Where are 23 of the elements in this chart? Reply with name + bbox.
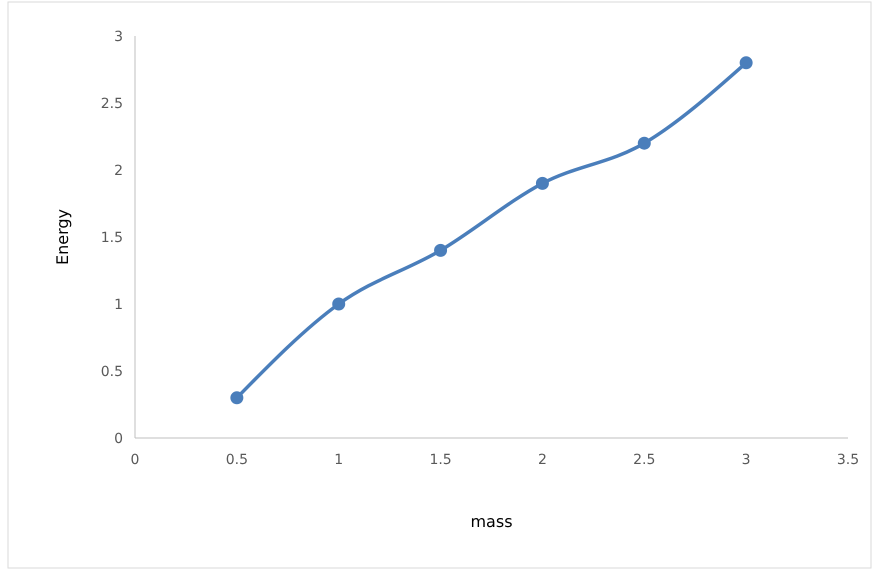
x-tick-label: 2.5 [633, 452, 656, 468]
point [434, 244, 448, 257]
y-tick-label: 1.5 [100, 230, 123, 246]
point [536, 176, 549, 190]
y-tick-label: 1 [114, 296, 123, 313]
y-tick-label: 2 [114, 162, 123, 179]
point [230, 391, 244, 404]
x-tick-label: 0.5 [226, 452, 248, 468]
y-tick-label: 3 [114, 28, 123, 45]
y-tick-label: 2.5 [100, 96, 123, 112]
x-tick-label: 1.5 [429, 452, 452, 468]
x-axis-title: mass [470, 512, 513, 531]
y-tick-label: 0 [114, 430, 123, 447]
point [332, 298, 346, 310]
point [638, 136, 651, 150]
y-tick-label: 0.5 [100, 364, 123, 380]
x-tick-label: 2 [538, 452, 547, 468]
y-axis-title: Energy [53, 208, 72, 266]
x-tick-label: 3 [742, 452, 751, 468]
x-tick-label: 0 [130, 452, 140, 468]
x-tick-label: 1 [334, 452, 344, 468]
x-tick-label: 3.5 [836, 452, 860, 468]
point [740, 56, 753, 70]
